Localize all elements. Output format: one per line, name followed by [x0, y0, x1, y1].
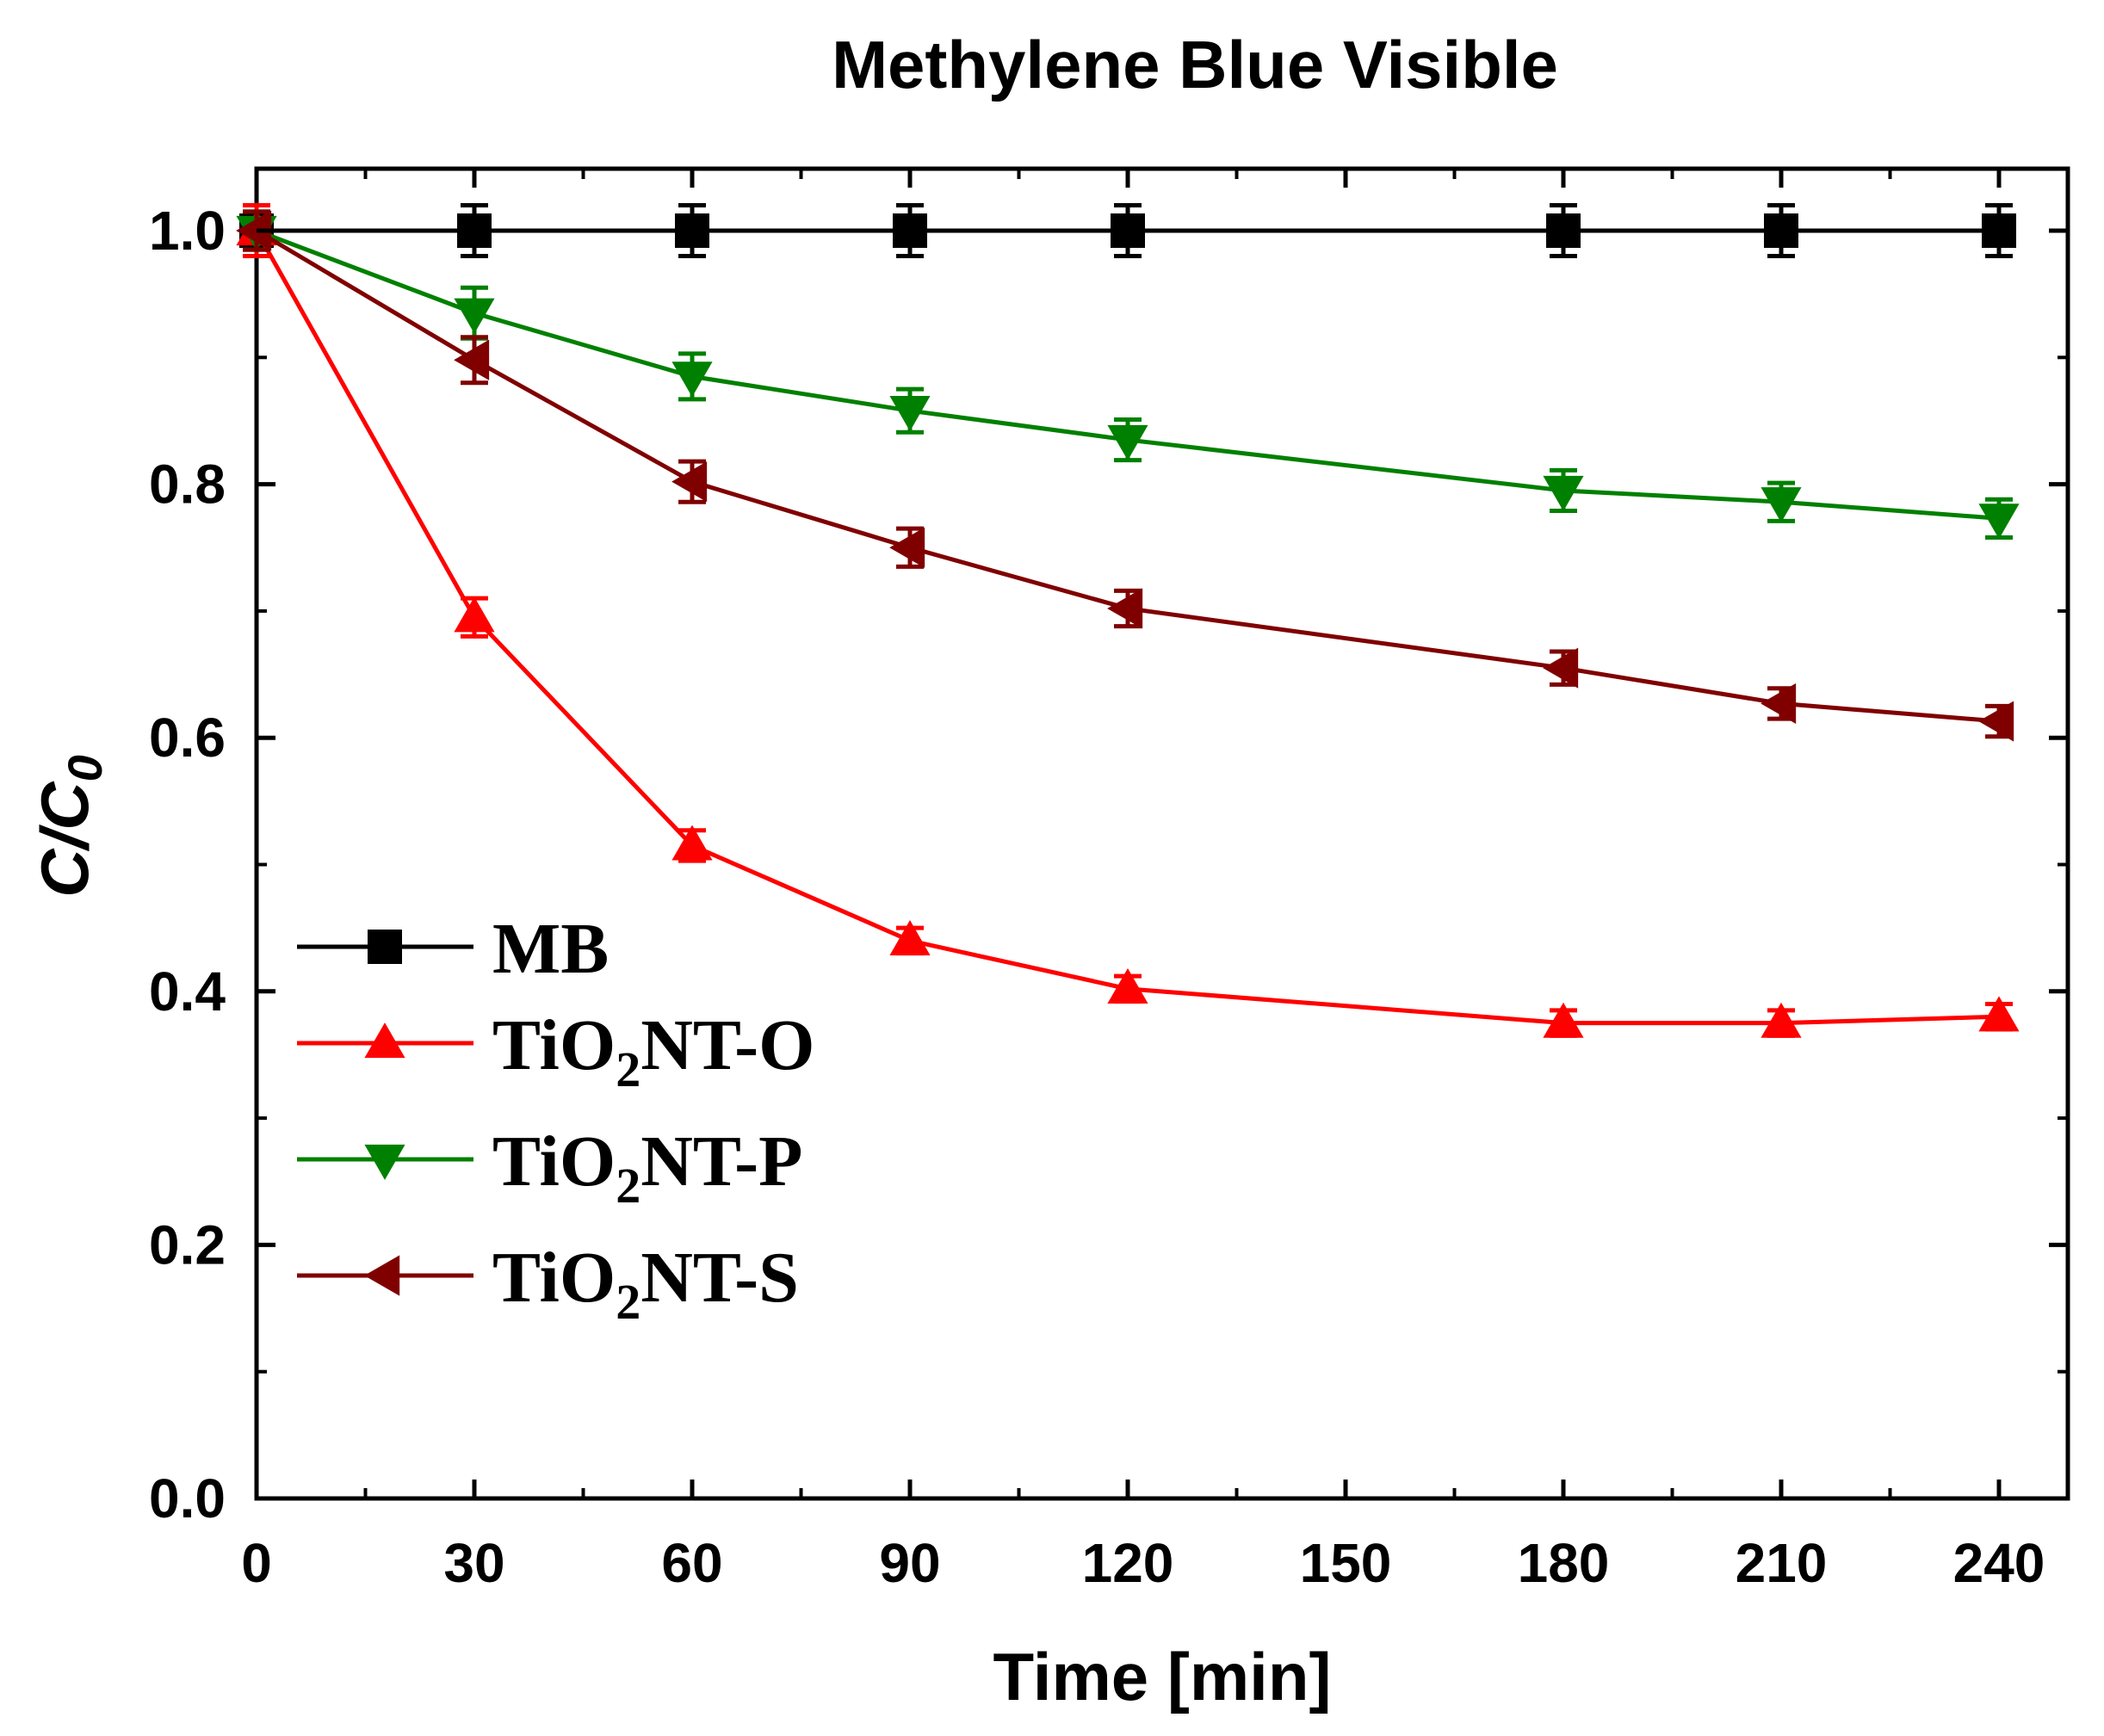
legend-label-main: TiO [492, 1121, 616, 1202]
legend-label-sub: 2 [616, 1274, 640, 1330]
legend-marker [368, 930, 402, 964]
series-layer [236, 203, 2020, 1038]
data-point [1761, 487, 1802, 523]
y-axis-label: C/C0 [27, 755, 112, 898]
legend-label-main: TiO [492, 1005, 616, 1085]
x-tick-label: 180 [1518, 1532, 1610, 1594]
plot-area [254, 166, 2070, 1501]
series-line [254, 229, 2000, 1026]
data-point [889, 527, 925, 568]
x-axis-label: Time [min] [993, 1639, 1332, 1714]
y-axis-label-sub: 0 [58, 755, 112, 782]
data-point [457, 213, 492, 248]
series-TiO2NT-S [236, 209, 2014, 742]
y-tick-label: 1.0 [149, 200, 226, 262]
x-tick-label: 30 [443, 1532, 504, 1594]
y-tick-label: 0.2 [149, 1214, 226, 1276]
data-point [1764, 213, 1798, 248]
legend-item-TiO2NT-P: TiO2NT-P [297, 1121, 802, 1214]
y-tick-label: 0.4 [149, 961, 226, 1022]
x-tick-label: 60 [661, 1532, 722, 1594]
data-point [1761, 683, 1797, 725]
y-tick-label: 0.0 [149, 1467, 226, 1529]
series-MB [239, 203, 2016, 258]
legend-item-MB: MB [297, 909, 609, 989]
legend-label-suffix: NT-S [640, 1238, 799, 1318]
x-tick-label: 240 [1953, 1532, 2045, 1594]
data-point [1982, 213, 2016, 248]
chart-title: Methylene Blue Visible [832, 27, 1558, 102]
data-point [675, 213, 709, 248]
data-point [454, 596, 495, 633]
y-axis-label-main: C/C [27, 781, 102, 898]
legend-marker [364, 1144, 405, 1180]
legend-label-main: TiO [492, 1238, 616, 1318]
legend-item-TiO2NT-O: TiO2NT-O [297, 1005, 814, 1097]
data-point [1111, 213, 1145, 248]
data-point [1107, 424, 1148, 460]
legend-item-TiO2NT-S: TiO2NT-S [297, 1238, 799, 1330]
legend-marker [364, 1022, 405, 1059]
legend-label-sub: 2 [616, 1041, 640, 1097]
legend-label: TiO2NT-P [492, 1121, 802, 1214]
data-point [1978, 996, 2020, 1032]
legend-label-suffix: NT-P [640, 1121, 802, 1202]
series-line [255, 228, 2000, 724]
data-point [1543, 1002, 1584, 1038]
data-point [1978, 504, 2020, 540]
data-point [893, 213, 927, 248]
legend-label-main: MB [492, 909, 609, 989]
data-point [889, 396, 931, 432]
data-point [1543, 647, 1579, 689]
x-tick-label: 90 [879, 1532, 940, 1594]
x-tick-label: 120 [1082, 1532, 1174, 1594]
legend-label-sub: 2 [616, 1158, 640, 1214]
legend-label: MB [492, 909, 609, 989]
data-point [1546, 213, 1581, 248]
data-point [671, 461, 708, 503]
series-TiO2NT-O [236, 203, 2020, 1038]
x-tick-label: 210 [1736, 1532, 1828, 1594]
x-tick-label: 150 [1300, 1532, 1392, 1594]
data-point [1107, 588, 1143, 629]
legend-label-suffix: NT-O [640, 1005, 814, 1085]
data-point [454, 298, 495, 334]
y-tick-label: 0.6 [149, 707, 226, 769]
plot-frame [254, 166, 2070, 1501]
data-point [671, 825, 713, 861]
data-point [1543, 475, 1584, 511]
data-point [889, 920, 931, 956]
legend-marker [364, 1255, 400, 1296]
y-tick-label: 0.8 [149, 454, 226, 516]
data-point [454, 339, 490, 380]
data-point [671, 361, 713, 398]
legend-label: TiO2NT-S [492, 1238, 799, 1330]
legend-label: TiO2NT-O [492, 1005, 814, 1097]
series-line [256, 228, 2000, 521]
data-point [1978, 701, 2014, 742]
axes-layer: 0 30 60 90 120 150 180 210 240 0.0 0.2 0.4 0.6 0.8 1.0 [149, 169, 2068, 1594]
data-point [1761, 1002, 1802, 1038]
data-point [1107, 967, 1148, 1004]
x-tick-label: 0 [241, 1532, 272, 1594]
